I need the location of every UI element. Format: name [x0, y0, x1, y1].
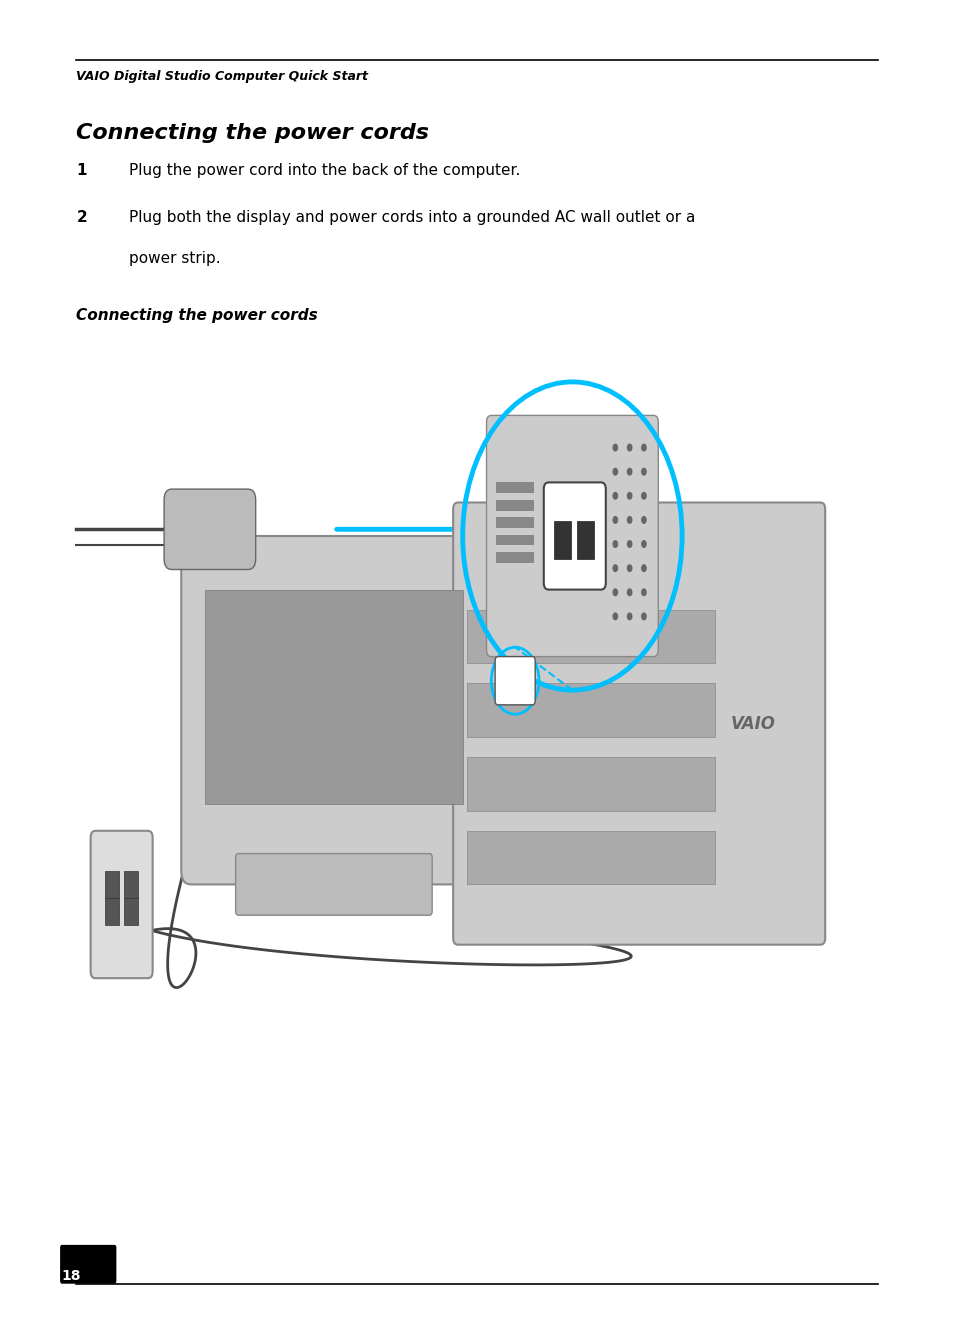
Text: VAIO: VAIO [730, 714, 776, 733]
FancyBboxPatch shape [164, 489, 255, 570]
Text: power strip.: power strip. [129, 251, 220, 265]
FancyBboxPatch shape [60, 1245, 116, 1284]
Bar [467, 683, 715, 737]
Circle shape [612, 444, 618, 452]
Bar [105, 871, 119, 898]
Circle shape [612, 564, 618, 572]
Bar [496, 552, 534, 563]
Text: 1: 1 [76, 163, 87, 178]
Circle shape [612, 588, 618, 596]
FancyBboxPatch shape [495, 657, 535, 705]
Circle shape [640, 564, 646, 572]
Circle shape [626, 516, 632, 524]
FancyBboxPatch shape [91, 831, 152, 978]
Bar [105, 898, 119, 925]
Circle shape [640, 516, 646, 524]
Bar [554, 521, 571, 559]
Bar [467, 831, 715, 884]
Circle shape [640, 588, 646, 596]
Bar [205, 590, 462, 804]
Bar [496, 482, 534, 493]
Circle shape [640, 468, 646, 476]
Circle shape [626, 612, 632, 620]
Circle shape [612, 492, 618, 500]
Circle shape [626, 564, 632, 572]
Bar [496, 500, 534, 511]
Circle shape [626, 588, 632, 596]
Circle shape [640, 444, 646, 452]
Circle shape [640, 540, 646, 548]
FancyBboxPatch shape [181, 536, 486, 884]
Bar [124, 898, 138, 925]
FancyBboxPatch shape [453, 502, 824, 945]
Circle shape [612, 612, 618, 620]
Circle shape [640, 612, 646, 620]
Circle shape [626, 492, 632, 500]
Text: 18: 18 [62, 1269, 81, 1282]
Circle shape [640, 492, 646, 500]
Circle shape [612, 516, 618, 524]
Circle shape [626, 444, 632, 452]
Text: VAIO Digital Studio Computer Quick Start: VAIO Digital Studio Computer Quick Start [76, 70, 368, 83]
Circle shape [626, 468, 632, 476]
Bar [496, 535, 534, 545]
Text: Connecting the power cords: Connecting the power cords [76, 123, 429, 143]
Text: Connecting the power cords: Connecting the power cords [76, 308, 317, 323]
Text: Plug the power cord into the back of the computer.: Plug the power cord into the back of the… [129, 163, 519, 178]
Bar [577, 521, 594, 559]
Circle shape [612, 468, 618, 476]
Circle shape [612, 540, 618, 548]
Bar [467, 610, 715, 663]
Bar [467, 757, 715, 811]
FancyBboxPatch shape [543, 482, 605, 590]
Text: 2: 2 [76, 210, 87, 225]
Circle shape [626, 540, 632, 548]
FancyBboxPatch shape [235, 854, 432, 915]
Bar [124, 871, 138, 898]
Bar [496, 517, 534, 528]
Text: Plug both the display and power cords into a grounded AC wall outlet or a: Plug both the display and power cords in… [129, 210, 695, 225]
FancyBboxPatch shape [486, 415, 658, 657]
